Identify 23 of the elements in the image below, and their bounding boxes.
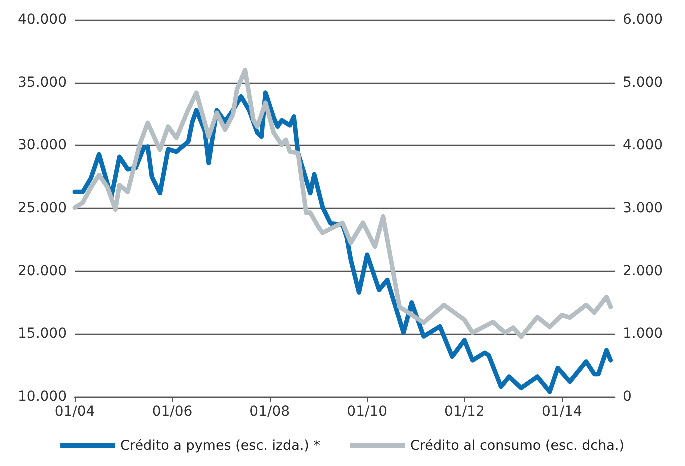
y2-tick-label: 1.000 bbox=[623, 326, 664, 342]
y-tick-label: 20.000 bbox=[18, 263, 67, 280]
x-tick-label: 01/04 bbox=[54, 404, 96, 420]
y-tick-label: 40.000 bbox=[18, 12, 67, 28]
y-tick-label: 35.000 bbox=[18, 74, 67, 91]
y2-tick-label: 5.000 bbox=[623, 74, 664, 91]
y-tick-label: 30.000 bbox=[18, 138, 67, 154]
y2-tick-label: 2.000 bbox=[623, 263, 664, 280]
y2-tick-label: 6.000 bbox=[623, 12, 664, 28]
y-tick-label: 10.000 bbox=[18, 389, 67, 405]
x-tick-label: 01/12 bbox=[444, 404, 485, 420]
x-tick-label: 01/14 bbox=[542, 404, 582, 420]
y-tick-label: 15.000 bbox=[18, 326, 67, 342]
legend-label: Crédito a pymes (esc. izda.) * bbox=[120, 438, 321, 454]
y2-tick-label: 0 bbox=[623, 389, 632, 405]
y2-tick-label: 4.000 bbox=[623, 138, 664, 154]
x-tick-label: 01/08 bbox=[250, 404, 290, 420]
y2-tick-label: 3.000 bbox=[623, 200, 664, 216]
line-series bbox=[72, 68, 614, 340]
x-tick-label: 01/06 bbox=[152, 404, 193, 420]
y-tick-label: 25.000 bbox=[18, 200, 67, 216]
legend-label: Crédito al consumo (esc. dcha.) bbox=[410, 438, 624, 454]
x-tick-label: 01/10 bbox=[347, 404, 388, 420]
